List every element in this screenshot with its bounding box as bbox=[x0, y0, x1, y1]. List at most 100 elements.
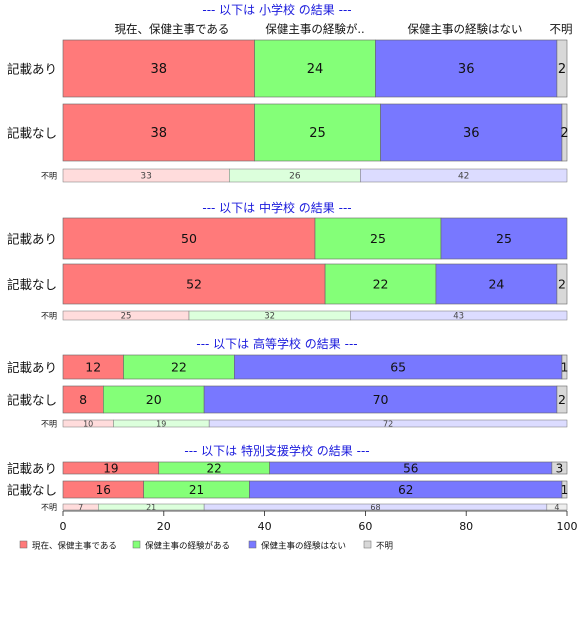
unknown-row-label: 不明 bbox=[41, 503, 57, 512]
column-header: 保健主事の経験が.. bbox=[265, 22, 364, 36]
unknown-row-label: 不明 bbox=[41, 420, 57, 429]
data-label: 2 bbox=[558, 392, 566, 407]
row-label: 記載なし bbox=[7, 126, 57, 141]
data-label: 52 bbox=[186, 277, 202, 292]
bar-segment bbox=[440, 217, 568, 260]
data-label: 70 bbox=[373, 392, 389, 407]
x-tick-label: 0 bbox=[60, 520, 67, 533]
bar-segment bbox=[123, 354, 235, 380]
row-label: 記載なし bbox=[7, 277, 57, 292]
unknown-bar-segment bbox=[350, 310, 568, 321]
bar-segment bbox=[561, 354, 568, 380]
x-tick-label: 60 bbox=[358, 520, 372, 533]
data-label: 22 bbox=[171, 360, 187, 375]
data-label: 2 bbox=[560, 126, 568, 141]
unknown-data-label: 42 bbox=[458, 172, 469, 182]
legend-swatch bbox=[363, 540, 372, 549]
bar-segment bbox=[62, 217, 316, 260]
data-label: 36 bbox=[458, 62, 475, 77]
bar-segment bbox=[234, 354, 563, 380]
data-label: 50 bbox=[181, 231, 197, 246]
data-label: 38 bbox=[150, 126, 167, 141]
data-label: 19 bbox=[103, 462, 118, 476]
column-header: 現在、保健主事である bbox=[115, 22, 230, 36]
unknown-bar-segment bbox=[208, 419, 568, 428]
bar-segment bbox=[435, 263, 558, 305]
unknown-row-label: 不明 bbox=[41, 312, 57, 321]
data-label: 2 bbox=[558, 277, 566, 292]
legend-label: 不明 bbox=[376, 542, 393, 552]
column-header: 不明 bbox=[550, 22, 573, 36]
legend-label: 保健主事の経験がある bbox=[145, 541, 230, 552]
legend-swatch bbox=[132, 540, 141, 549]
bar-segment bbox=[561, 103, 568, 162]
data-label: 22 bbox=[373, 277, 389, 292]
data-label: 1 bbox=[561, 483, 569, 497]
bar-segment bbox=[62, 103, 255, 162]
x-tick-label: 80 bbox=[459, 520, 473, 533]
data-label: 38 bbox=[150, 62, 167, 77]
legend-swatch bbox=[19, 540, 28, 549]
data-label: 22 bbox=[207, 462, 222, 476]
data-label: 3 bbox=[556, 462, 564, 476]
data-label: 62 bbox=[398, 483, 413, 497]
data-label: 25 bbox=[496, 231, 512, 246]
data-label: 36 bbox=[463, 126, 480, 141]
bar-segment bbox=[556, 263, 568, 305]
bar-segment bbox=[203, 385, 558, 414]
panel-title: --- 以下は 高等学校 の結果 --- bbox=[196, 336, 357, 351]
row-label: 記載あり bbox=[7, 360, 57, 375]
data-label: 25 bbox=[309, 126, 326, 141]
data-label: 24 bbox=[488, 277, 504, 292]
unknown-data-label: 32 bbox=[264, 312, 275, 322]
column-header: 保健主事の経験はない bbox=[408, 22, 523, 36]
legend-swatch bbox=[248, 540, 257, 549]
bar-segment bbox=[62, 39, 255, 98]
row-label: 記載あり bbox=[7, 461, 57, 476]
legend-label: 現在、保健主事である bbox=[32, 541, 117, 552]
unknown-data-label: 21 bbox=[146, 503, 156, 512]
legend-label: 保健主事の経験はない bbox=[261, 541, 346, 552]
unknown-data-label: 33 bbox=[140, 172, 151, 182]
bar-segment bbox=[561, 480, 568, 499]
bar-segment bbox=[324, 263, 437, 305]
row-label: 記載あり bbox=[7, 232, 57, 247]
data-label: 2 bbox=[558, 62, 566, 77]
bar-segment bbox=[62, 263, 326, 305]
unknown-data-label: 10 bbox=[83, 420, 93, 429]
data-label: 16 bbox=[96, 483, 111, 497]
data-label: 24 bbox=[307, 62, 324, 77]
bar-segment bbox=[551, 461, 568, 475]
unknown-bar-segment bbox=[360, 168, 568, 183]
data-label: 25 bbox=[370, 231, 386, 246]
panel-title: --- 以下は 小学校 の結果 --- bbox=[202, 2, 351, 17]
data-label: 20 bbox=[146, 392, 162, 407]
data-label: 21 bbox=[189, 483, 204, 497]
bar-segment bbox=[556, 39, 568, 98]
data-label: 12 bbox=[85, 360, 101, 375]
x-tick-label: 40 bbox=[258, 520, 272, 533]
unknown-bar-segment bbox=[546, 503, 568, 511]
unknown-data-label: 43 bbox=[453, 312, 464, 322]
bar-segment bbox=[375, 39, 558, 98]
panel-title: --- 以下は 特別支援学校 の結果 --- bbox=[184, 443, 369, 458]
bar-segment bbox=[254, 39, 376, 98]
unknown-data-label: 68 bbox=[370, 503, 380, 512]
unknown-data-label: 19 bbox=[156, 420, 166, 429]
bar-segment bbox=[62, 385, 104, 414]
unknown-data-label: 4 bbox=[554, 503, 559, 512]
x-tick-label: 20 bbox=[157, 520, 171, 533]
bar-segment bbox=[314, 217, 442, 260]
x-tick-label: 100 bbox=[557, 520, 578, 533]
unknown-data-label: 72 bbox=[383, 420, 393, 429]
panel-title: --- 以下は 中学校 の結果 --- bbox=[202, 200, 351, 215]
bar-segment bbox=[254, 103, 381, 162]
unknown-data-label: 26 bbox=[289, 172, 301, 182]
data-label: 56 bbox=[403, 462, 418, 476]
row-label: 記載なし bbox=[7, 483, 57, 498]
data-label: 1 bbox=[561, 360, 569, 375]
row-label: 記載あり bbox=[7, 62, 57, 77]
row-label: 記載なし bbox=[7, 393, 57, 408]
data-label: 8 bbox=[79, 392, 87, 407]
